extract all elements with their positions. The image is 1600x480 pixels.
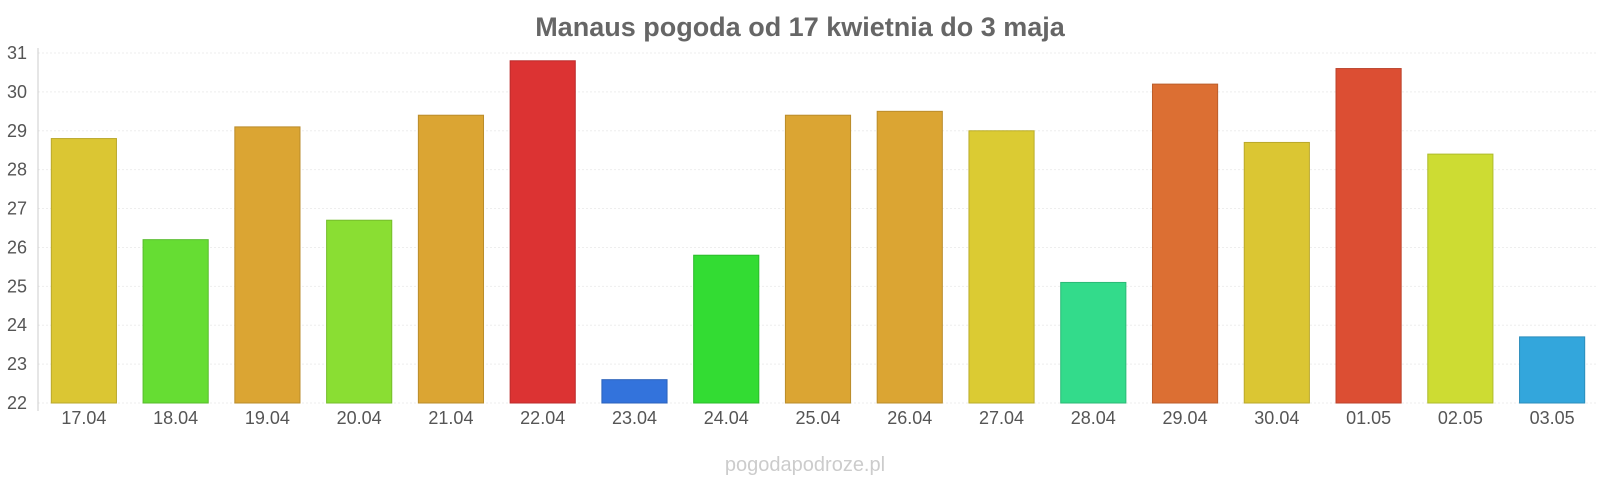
bar-18.04 bbox=[142, 239, 209, 404]
bar-21.04 bbox=[417, 114, 485, 404]
y-tick-label: 31 bbox=[7, 43, 27, 63]
bar-01.05 bbox=[1335, 68, 1402, 404]
bar-23.04 bbox=[601, 379, 668, 404]
bar-03.05 bbox=[1519, 336, 1586, 404]
watermark-text: pogodapodroze.pl bbox=[725, 454, 885, 476]
x-tick-label: 24.04 bbox=[704, 408, 749, 428]
x-tick-label: 28.04 bbox=[1071, 408, 1116, 428]
x-tick-label: 03.05 bbox=[1530, 408, 1575, 428]
bar-28.04 bbox=[1060, 281, 1127, 404]
bar-29.04 bbox=[1151, 83, 1219, 404]
bar-17.04 bbox=[50, 138, 117, 404]
y-tick-label: 24 bbox=[7, 315, 27, 335]
x-tick-label: 19.04 bbox=[245, 408, 290, 428]
x-tick-label: 22.04 bbox=[520, 408, 565, 428]
x-tick-label: 20.04 bbox=[337, 408, 382, 428]
x-tick-label: 17.04 bbox=[61, 408, 106, 428]
bars bbox=[50, 60, 1586, 404]
x-tick-label: 02.05 bbox=[1438, 408, 1483, 428]
bar-30.04 bbox=[1243, 141, 1310, 404]
y-axis-ticks: 22 23 24 25 26 27 28 29 30 31 bbox=[7, 43, 27, 413]
y-tick-label: 28 bbox=[7, 160, 27, 180]
bar-27.04 bbox=[968, 130, 1035, 404]
y-tick-label: 30 bbox=[7, 82, 27, 102]
x-axis-ticks: 17.04 18.04 19.04 20.04 21.04 22.04 23.04 24.04… bbox=[61, 408, 1574, 428]
x-tick-label: 23.04 bbox=[612, 408, 657, 428]
x-tick-label: 25.04 bbox=[795, 408, 840, 428]
bar-20.04 bbox=[326, 219, 393, 404]
x-tick-label: 30.04 bbox=[1254, 408, 1299, 428]
y-tick-label: 27 bbox=[7, 199, 27, 219]
x-tick-label: 21.04 bbox=[428, 408, 473, 428]
bar-24.04 bbox=[693, 254, 760, 404]
bar-25.04 bbox=[784, 114, 852, 404]
y-tick-label: 23 bbox=[7, 354, 27, 374]
y-tick-label: 22 bbox=[7, 393, 27, 413]
x-tick-label: 26.04 bbox=[887, 408, 932, 428]
x-tick-label: 01.05 bbox=[1346, 408, 1391, 428]
x-tick-label: 18.04 bbox=[153, 408, 198, 428]
y-tick-label: 29 bbox=[7, 121, 27, 141]
bar-22.04 bbox=[509, 60, 576, 404]
bar-02.05 bbox=[1427, 153, 1494, 404]
x-tick-label: 29.04 bbox=[1163, 408, 1208, 428]
y-tick-label: 26 bbox=[7, 237, 27, 257]
x-tick-label: 27.04 bbox=[979, 408, 1024, 428]
y-tick-label: 25 bbox=[7, 276, 27, 296]
bar-26.04 bbox=[876, 110, 943, 404]
chart-title: Manaus pogoda od 17 kwietnia do 3 maja bbox=[535, 12, 1066, 42]
bar-19.04 bbox=[234, 126, 301, 404]
